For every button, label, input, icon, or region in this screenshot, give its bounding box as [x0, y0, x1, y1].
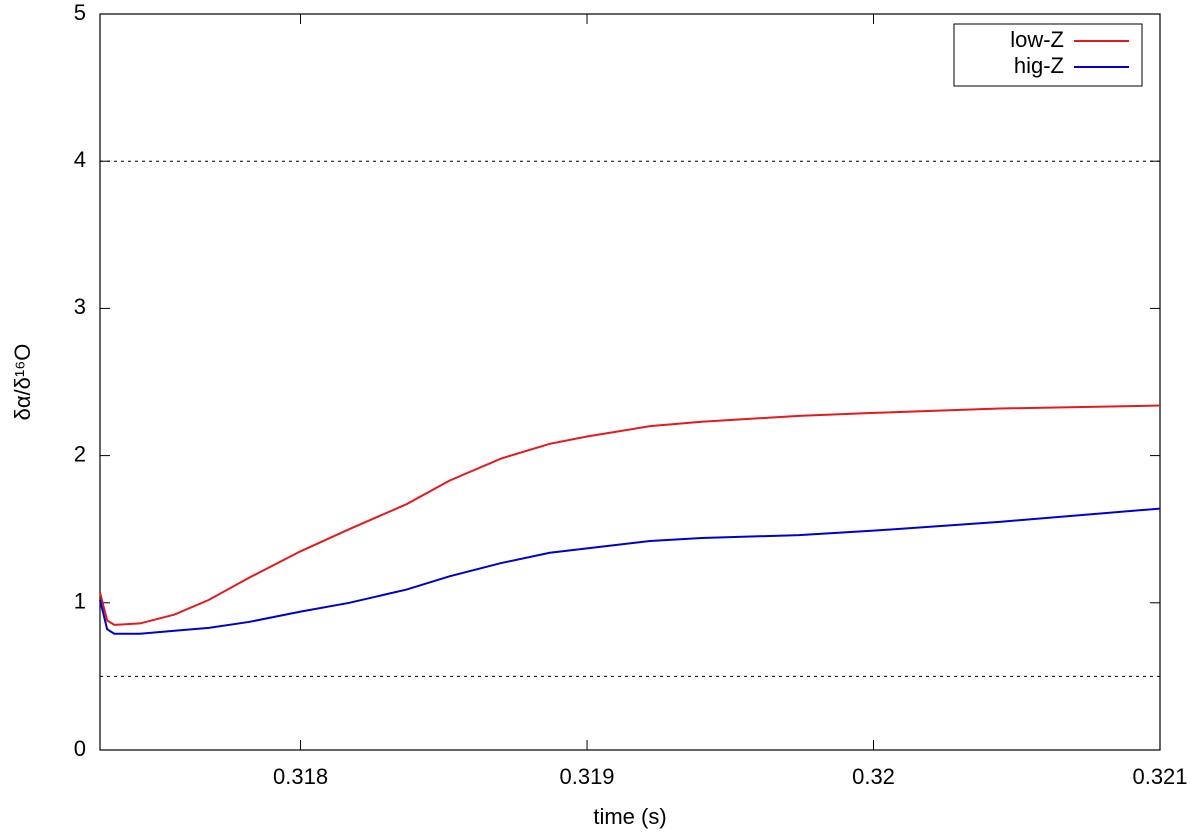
legend-box: [953, 23, 1143, 87]
legend-label: low-Z: [1010, 27, 1064, 52]
y-axis-label: δα/δ¹⁶O: [10, 344, 35, 421]
y-tick-label: 4: [74, 147, 86, 172]
y-tick-label: 1: [74, 589, 86, 614]
x-axis-label: time (s): [593, 804, 666, 829]
plot-frame: [99, 13, 1161, 751]
y-tick-label: 0: [74, 736, 86, 761]
y-tick-label: 2: [74, 441, 86, 466]
x-tick-label: 0.319: [559, 764, 614, 789]
x-tick-label: 0.321: [1132, 764, 1187, 789]
x-tick-label: 0.318: [273, 764, 328, 789]
data-line: [99, 507, 1161, 635]
data-line: [99, 404, 1161, 626]
x-tick-label: 0.32: [852, 764, 895, 789]
legend-label: hig-Z: [1014, 53, 1064, 78]
y-tick-label: 3: [74, 294, 86, 319]
y-tick-label: 5: [74, 0, 86, 25]
